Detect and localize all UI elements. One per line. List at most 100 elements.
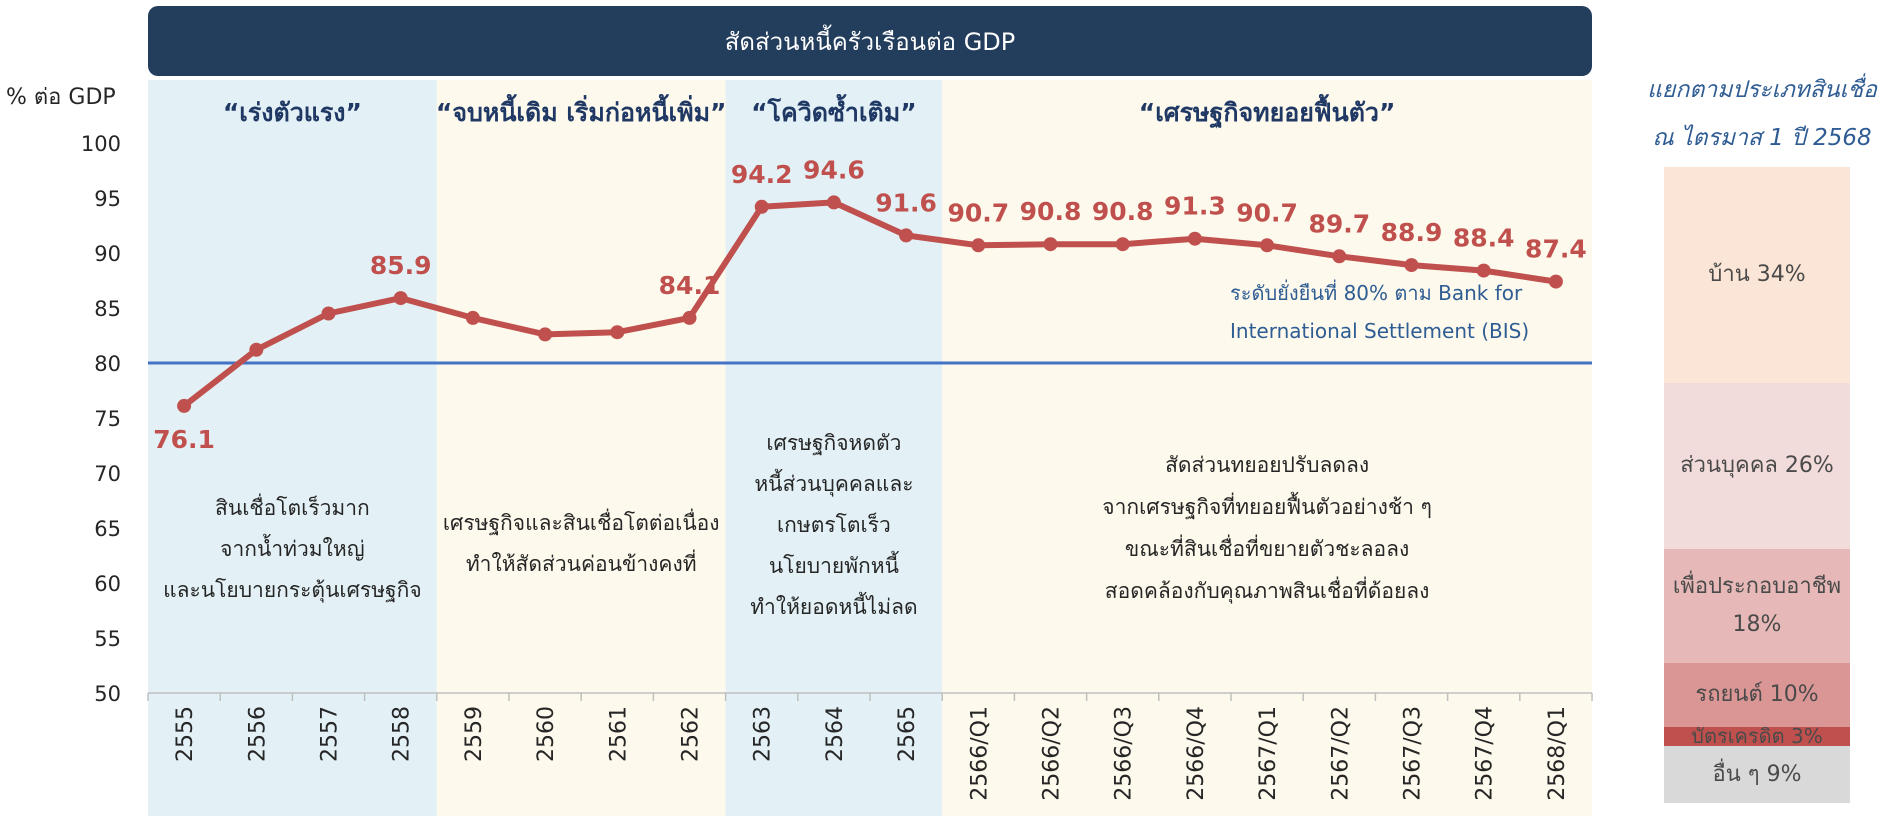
data-point-15 bbox=[1187, 231, 1202, 246]
x-tick-label-7: 2561 bbox=[606, 706, 631, 762]
x-tick-label-8: 2562 bbox=[679, 706, 704, 762]
y-tick-label-65: 65 bbox=[94, 517, 121, 541]
bis-reference-label-line-2: International Settlement (BIS) bbox=[1230, 319, 1529, 343]
x-tick-label-17: 2567/Q2 bbox=[1328, 706, 1353, 801]
data-point-9 bbox=[754, 199, 769, 214]
x-tick-label-11: 2565 bbox=[895, 706, 920, 762]
x-tick-label-9: 2563 bbox=[751, 706, 776, 762]
x-tick-label-5: 2559 bbox=[462, 706, 487, 762]
phase-heading-2: “จบหนี้เดิม เริ่มก่อหนี้เพิ่ม” bbox=[436, 93, 727, 127]
data-label-17: 89.7 bbox=[1308, 209, 1370, 238]
data-point-6 bbox=[538, 327, 553, 342]
data-point-12 bbox=[971, 238, 986, 253]
breakdown-segment-label-5: บัตรเครดิต 3% bbox=[1691, 724, 1823, 749]
y-tick-label-100: 100 bbox=[81, 132, 121, 156]
breakdown-segment-label-1: บ้าน 34% bbox=[1708, 262, 1806, 288]
phase-note-3-line-5: ทำให้ยอดหนี้ไม่ลด bbox=[750, 592, 917, 619]
data-label-1: 76.1 bbox=[153, 425, 215, 454]
phase-note-3-line-4: นโยบายพักหนี้ bbox=[769, 551, 899, 578]
data-label-12: 90.7 bbox=[947, 198, 1009, 227]
phase-note-4-line-2: จากเศรษฐกิจที่ทยอยฟื้นตัวอย่างช้า ๆ bbox=[1102, 492, 1432, 519]
phase-note-4-line-4: สอดคล้องกับคุณภาพสินเชื่อที่ด้อยลง bbox=[1105, 576, 1430, 604]
data-point-8 bbox=[682, 310, 697, 325]
y-tick-label-85: 85 bbox=[94, 297, 121, 321]
data-point-2 bbox=[249, 342, 264, 357]
data-label-13: 90.8 bbox=[1020, 197, 1082, 226]
x-tick-label-10: 2564 bbox=[823, 706, 848, 762]
phase-band-2 bbox=[436, 80, 726, 816]
phase-note-3-line-2: หนี้ส่วนบุคคลและ bbox=[754, 469, 913, 497]
phase-note-3-line-1: เศรษฐกิจหดตัว bbox=[766, 431, 901, 455]
x-tick-label-16: 2567/Q1 bbox=[1256, 706, 1281, 801]
breakdown-title-line-1: แยกตามประเภทสินเชื่อ bbox=[1647, 77, 1877, 103]
x-tick-label-2: 2556 bbox=[245, 706, 270, 762]
debt-ratio-line bbox=[181, 199, 1559, 409]
breakdown-segment-label-3: เพื่อประกอบอาชีพ 18% bbox=[1672, 574, 1842, 637]
data-point-3 bbox=[321, 306, 336, 321]
data-label-9: 94.2 bbox=[731, 160, 793, 189]
y-tick-label-70: 70 bbox=[94, 462, 121, 486]
breakdown-segment-3: เพื่อประกอบอาชีพ 18% bbox=[1664, 548, 1850, 664]
data-point-19 bbox=[1476, 263, 1491, 278]
x-tick-label-4: 2558 bbox=[390, 706, 415, 762]
y-tick-label-50: 50 bbox=[94, 682, 121, 706]
data-label-15: 91.3 bbox=[1164, 192, 1226, 221]
phase-note-4-line-3: ขณะที่สินเชื่อที่ขยายตัวชะลอลง bbox=[1125, 534, 1409, 561]
x-tick-label-13: 2566/Q2 bbox=[1040, 706, 1065, 801]
x-tick-label-15: 2566/Q4 bbox=[1184, 706, 1209, 801]
phase-heading-4: “เศรษฐกิจทยอยฟื้นตัว” bbox=[1139, 93, 1396, 129]
data-point-11 bbox=[899, 228, 914, 243]
x-tick-label-6: 2560 bbox=[534, 706, 559, 762]
data-point-4 bbox=[393, 291, 408, 306]
data-label-10: 94.6 bbox=[803, 155, 865, 184]
phase-heading-1: “เร่งตัวแรง” bbox=[223, 98, 362, 127]
x-tick-label-1: 2555 bbox=[173, 706, 198, 762]
data-point-10 bbox=[826, 195, 841, 210]
phase-note-4-line-1: สัดส่วนทยอยปรับลดลง bbox=[1165, 453, 1369, 477]
data-point-14 bbox=[1115, 237, 1130, 252]
breakdown-segment-label-4: รถยนต์ 10% bbox=[1695, 682, 1819, 708]
breakdown-segment-1: บ้าน 34% bbox=[1664, 167, 1850, 384]
phase-note-1-line-3: และนโยบายกระตุ้นเศรษฐกิจ bbox=[163, 578, 422, 603]
breakdown-title-line-2: ณ ไตรมาส 1 ปี 2568 bbox=[1652, 125, 1872, 151]
y-tick-label-95: 95 bbox=[94, 187, 121, 211]
x-tick-label-20: 2568/Q1 bbox=[1545, 706, 1570, 801]
phase-note-2-line-2: ทำให้สัดส่วนค่อนข้างคงที่ bbox=[466, 549, 697, 576]
phase-note-3-line-3: เกษตรโตเร็ว bbox=[777, 511, 891, 537]
data-label-4: 85.9 bbox=[370, 251, 432, 280]
breakdown-segment-label-6: อื่น ๆ 9% bbox=[1712, 761, 1802, 787]
data-point-7 bbox=[610, 325, 625, 340]
data-point-13 bbox=[1043, 237, 1058, 252]
data-point-17 bbox=[1332, 249, 1347, 264]
y-axis-label: % ต่อ GDP bbox=[6, 85, 116, 110]
data-label-11: 91.6 bbox=[875, 188, 937, 217]
data-label-20: 87.4 bbox=[1525, 235, 1587, 264]
breakdown-segment-6: อื่น ๆ 9% bbox=[1664, 745, 1850, 803]
phase-note-1-line-1: สินเชื่อโตเร็วมาก bbox=[215, 493, 370, 520]
phase-note-1-line-2: จากน้ำท่วมใหญ่ bbox=[220, 534, 364, 561]
y-tick-label-60: 60 bbox=[94, 572, 121, 596]
data-label-19: 88.4 bbox=[1453, 224, 1515, 253]
data-label-8: 84.1 bbox=[659, 271, 721, 300]
data-label-18: 88.9 bbox=[1381, 218, 1443, 247]
data-point-20 bbox=[1548, 274, 1563, 289]
data-label-16: 90.7 bbox=[1236, 198, 1298, 227]
data-point-18 bbox=[1404, 258, 1419, 273]
y-tick-label-55: 55 bbox=[94, 627, 121, 651]
x-tick-label-3: 2557 bbox=[318, 706, 343, 762]
x-tick-label-12: 2566/Q1 bbox=[967, 706, 992, 801]
x-tick-label-14: 2566/Q3 bbox=[1112, 706, 1137, 801]
bis-reference-label-line-1: ระดับยั่งยืนที่ 80% ตาม Bank for bbox=[1230, 279, 1523, 305]
phase-note-2-line-1: เศรษฐกิจและสินเชื่อโตต่อเนื่อง bbox=[443, 508, 720, 535]
breakdown-segment-5: บัตรเครดิต 3% bbox=[1664, 724, 1850, 748]
x-tick-label-19: 2567/Q4 bbox=[1473, 706, 1498, 801]
breakdown-segment-label-2: ส่วนบุคคล 26% bbox=[1680, 453, 1834, 479]
y-tick-label-90: 90 bbox=[94, 242, 121, 266]
data-point-1 bbox=[177, 398, 192, 413]
data-point-5 bbox=[465, 310, 480, 325]
x-tick-label-18: 2567/Q3 bbox=[1401, 706, 1426, 801]
data-label-14: 90.8 bbox=[1092, 197, 1154, 226]
breakdown-segment-2: ส่วนบุคคล 26% bbox=[1664, 383, 1850, 549]
phase-heading-3: “โควิดซ้ำเติม” bbox=[751, 93, 917, 127]
